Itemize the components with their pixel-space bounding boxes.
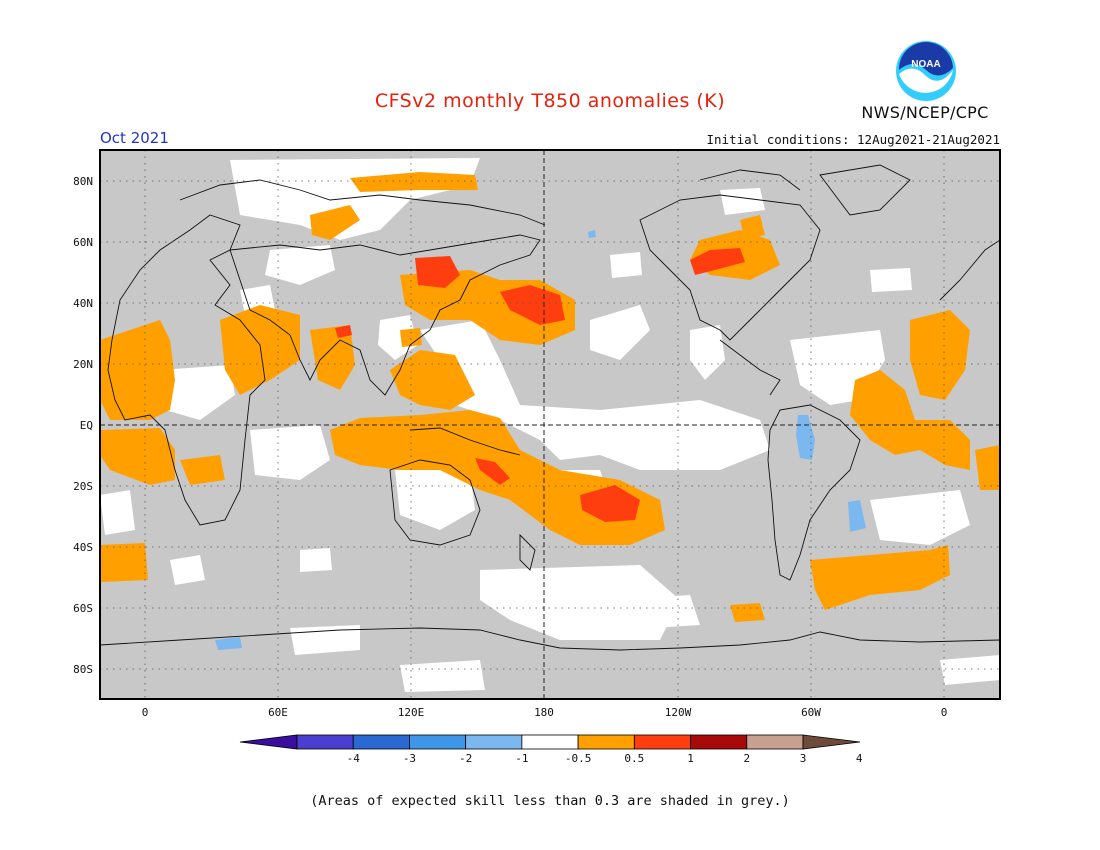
- neutral-regions: [100, 158, 1000, 692]
- lat-label: 80S: [73, 663, 93, 676]
- lon-label: 0: [941, 706, 948, 719]
- initial-conditions: Initial conditions: 12Aug2021-21Aug2021: [706, 132, 1001, 147]
- lat-label: 40S: [73, 541, 93, 554]
- strong-warm-anomaly-regions: [335, 248, 745, 522]
- colorbar-box: [690, 734, 748, 750]
- colorbar-label: 0.5: [624, 752, 644, 765]
- equator-and-dateline: [100, 150, 1000, 699]
- map-frame: [99, 149, 1001, 700]
- cool-anomaly-regions: [215, 230, 866, 650]
- colorbar-box: [633, 734, 691, 750]
- chart-title: CFSv2 monthly T850 anomalies (K): [374, 90, 726, 112]
- lat-label: 60S: [73, 602, 93, 615]
- lon-label: 60W: [801, 706, 821, 719]
- logo-text: NOAA: [911, 59, 940, 70]
- lat-label: EQ: [80, 419, 93, 432]
- colorbar-box: [746, 734, 804, 750]
- lon-label: 120E: [398, 706, 425, 719]
- lat-label: 20S: [73, 480, 93, 493]
- colorbar-label: 1: [687, 752, 694, 765]
- colorbar-label: 4: [856, 752, 863, 765]
- colorbar: -4 -3 -2 -1 -0.5 0.5 1 2 3 4: [239, 734, 863, 765]
- colorbar-left-arrow: [239, 734, 298, 750]
- lon-label: 120W: [665, 706, 692, 719]
- colorbar-label: -0.5: [565, 752, 592, 765]
- forecast-month: Oct 2021: [100, 129, 169, 147]
- lat-label: 40N: [73, 297, 93, 310]
- coastlines: [100, 164, 1000, 651]
- colorbar-box: [577, 734, 635, 750]
- colorbar-label: 3: [800, 752, 807, 765]
- colorbar-label: -1: [515, 752, 528, 765]
- lat-label: 20N: [73, 358, 93, 371]
- colorbar-label: -2: [459, 752, 472, 765]
- colorbar-box: [296, 734, 354, 750]
- colorbar-box: [465, 734, 523, 750]
- colorbar-right-arrow: [802, 734, 861, 750]
- lat-label: 60N: [73, 236, 93, 249]
- colorbar-label: 2: [743, 752, 750, 765]
- lon-label: 60E: [268, 706, 288, 719]
- lat-label: 80N: [73, 175, 93, 188]
- colorbar-box: [521, 734, 579, 750]
- colorbar-label: -4: [347, 752, 361, 765]
- colorbar-box: [409, 734, 467, 750]
- colorbar-label: -3: [403, 752, 416, 765]
- lon-label: 0: [142, 706, 149, 719]
- lon-label: 180: [534, 706, 554, 719]
- colorbar-box: [352, 734, 410, 750]
- footnote: (Areas of expected skill less than 0.3 a…: [310, 793, 790, 809]
- agency-label: NWS/NCEP/CPC: [861, 103, 989, 122]
- noaa-logo-icon: NOAA: [896, 41, 956, 101]
